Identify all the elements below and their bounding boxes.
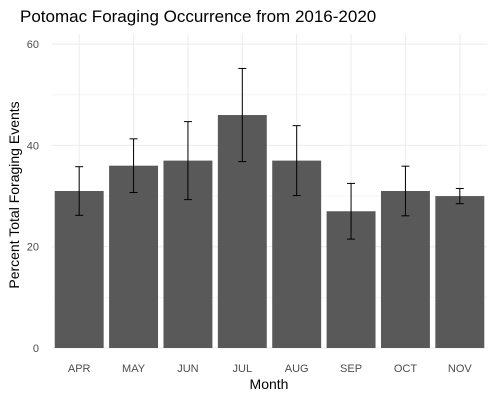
error-bar-oct <box>401 165 410 217</box>
error-bar-nov <box>455 187 464 205</box>
x-tick-label-oct: OCT <box>394 363 418 375</box>
x-tick-label-jul: JUL <box>233 363 253 375</box>
error-bar-apr <box>75 166 84 216</box>
error-bar-jul <box>238 67 247 163</box>
error-bar-sep <box>347 182 356 240</box>
bar-nov <box>435 196 485 348</box>
chart-title: Potomac Foraging Occurrence from 2016-20… <box>20 7 376 26</box>
y-axis-title: Percent Total Foraging Events <box>6 101 22 288</box>
error-bar-aug <box>292 125 301 197</box>
x-axis-title: Month <box>250 376 289 392</box>
y-tick-labels: 0 20 40 60 <box>27 39 39 355</box>
bars-layer <box>54 115 485 348</box>
error-bar-jun <box>183 121 192 201</box>
y-tick-label: 40 <box>27 140 39 152</box>
x-tick-label-jun: JUN <box>177 363 198 375</box>
x-tick-label-nov: NOV <box>448 363 473 375</box>
y-tick-label: 60 <box>27 39 39 51</box>
error-bar-may <box>129 138 138 194</box>
bar-apr <box>54 191 104 348</box>
y-tick-label: 0 <box>33 343 39 355</box>
x-tick-label-sep: SEP <box>340 363 362 375</box>
x-tick-label-apr: APR <box>68 363 91 375</box>
error-bars-layer <box>75 67 464 240</box>
bar-may <box>109 165 159 348</box>
x-tick-label-aug: AUG <box>285 363 309 375</box>
y-tick-label: 20 <box>27 242 39 254</box>
x-tick-label-may: MAY <box>122 363 146 375</box>
bar-oct <box>380 191 430 348</box>
x-tick-labels: APR MAY JUN JUL AUG SEP OCT NOV <box>68 363 473 375</box>
